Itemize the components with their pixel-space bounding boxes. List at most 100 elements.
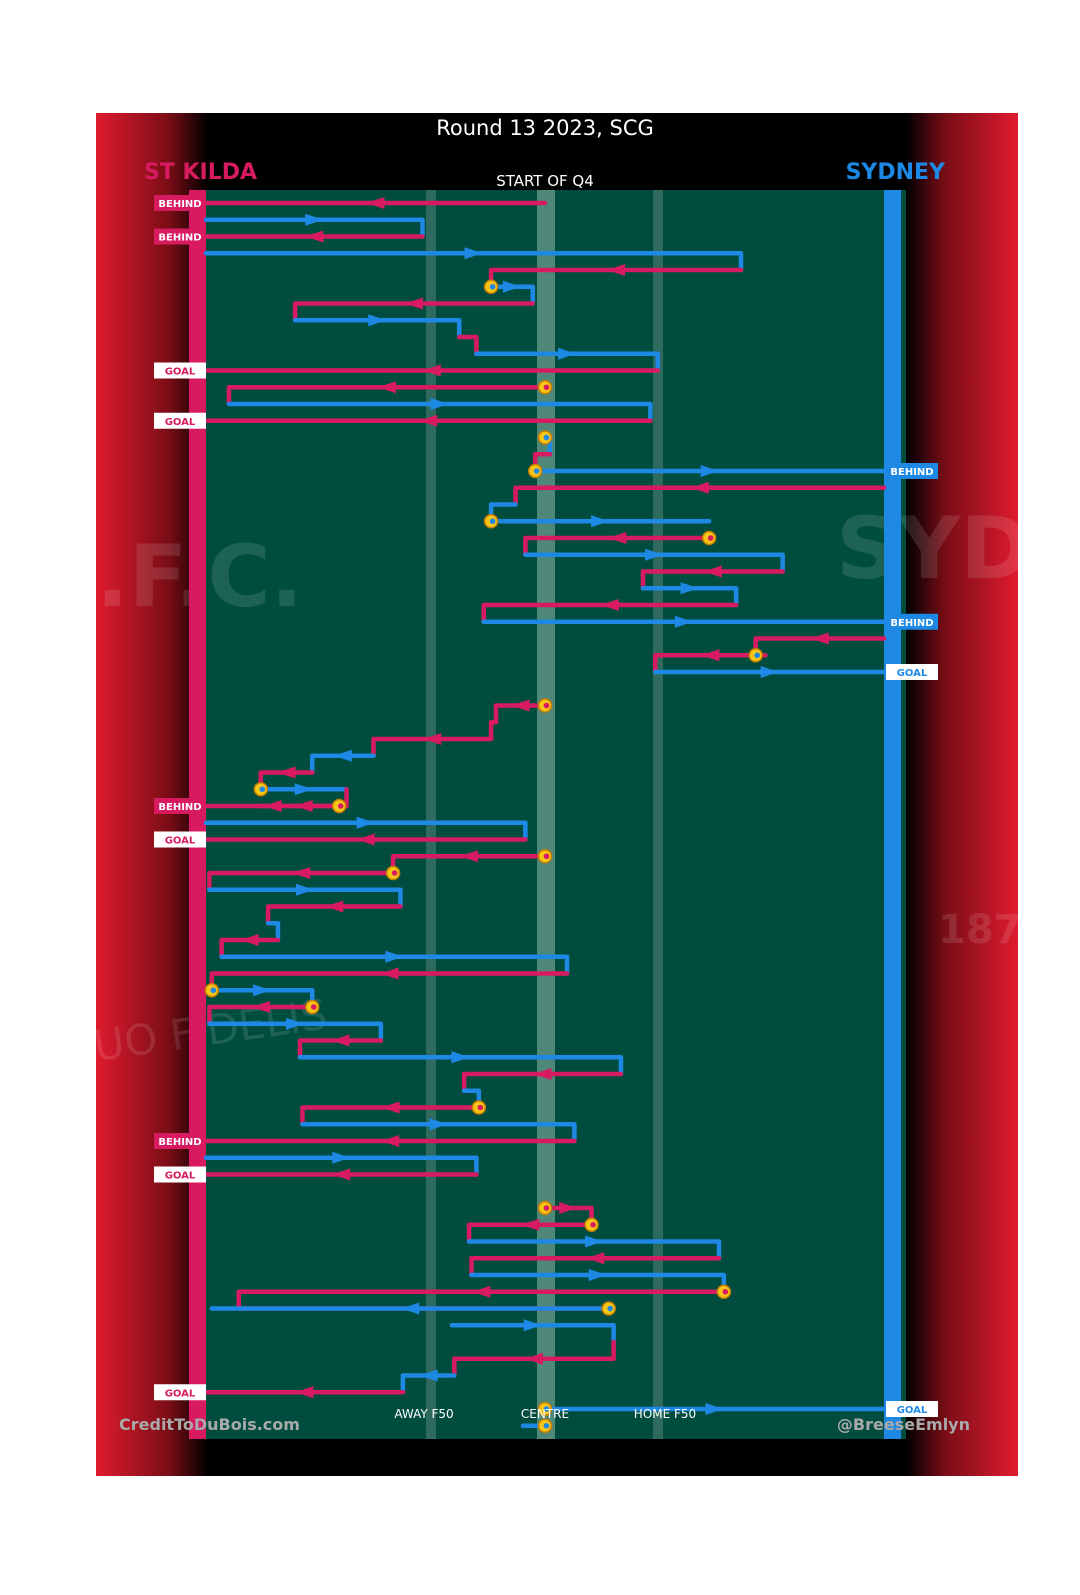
stoppage-marker-centre	[310, 1004, 317, 1010]
score-label-text: GOAL	[165, 367, 196, 378]
score-label-box	[886, 613, 938, 630]
chain-segment-stk	[207, 870, 396, 892]
chain-arrow-stk	[423, 733, 442, 745]
chain-arrow-syd	[356, 816, 375, 829]
right-gradient-panel	[906, 113, 1018, 1476]
chain-segment-syd	[265, 921, 281, 943]
chain-segment-syd	[466, 1239, 722, 1261]
score-label-box	[154, 798, 206, 814]
chain-segment-stk	[481, 602, 739, 624]
chain-arrow-stk	[366, 197, 385, 209]
chain-arrow-stk	[559, 1202, 578, 1214]
chain-arrow-syd	[760, 666, 779, 678]
chain-arrow-stk	[608, 532, 627, 544]
watermark-right-text: SYD	[836, 499, 1018, 599]
chain-arrow-stk	[703, 565, 722, 578]
chain-segment-syd	[310, 753, 376, 775]
chain-arrow-syd	[429, 1118, 448, 1131]
chain-segment-stk	[371, 736, 494, 758]
stoppage-marker-centre	[754, 652, 760, 659]
goal-label-stk: GOAL	[154, 1384, 206, 1401]
axis-label-away-f50: AWAY F50	[394, 1407, 453, 1421]
chain-segment-stk	[461, 1071, 624, 1093]
chain-arrow-stk	[533, 1068, 552, 1080]
stoppage-marker-centre	[722, 1288, 729, 1295]
stoppage-marker-centre	[543, 1422, 550, 1429]
chain-segment-stk	[300, 1105, 482, 1127]
chain-segment-syd	[300, 1122, 577, 1144]
chain-arrow-stk	[810, 632, 829, 645]
chain-arrow-syd	[332, 1151, 351, 1164]
chain-arrow-stk	[472, 1285, 491, 1298]
chain-arrow-stk	[690, 481, 709, 494]
stoppage-marker-centre	[489, 518, 496, 525]
score-label-box	[154, 1133, 206, 1149]
chain-arrow-stk	[292, 867, 311, 879]
chain-arrow-syd	[368, 314, 387, 327]
chain-arrow-stk	[356, 833, 375, 846]
score-label-box	[154, 1384, 206, 1401]
chain-arrow-stk	[524, 1352, 543, 1365]
score-label-text: GOAL	[897, 1405, 928, 1416]
chain-arrow-stk	[263, 800, 282, 812]
chain-segment-stk	[653, 653, 768, 675]
chain-segment-stk	[226, 385, 548, 407]
score-label-text: GOAL	[165, 1171, 196, 1182]
score-label-box	[886, 664, 938, 680]
chain-arrow-stk	[422, 364, 441, 377]
chain-segment-syd	[523, 552, 785, 574]
chain-chart: .F.C. UO FIDELIS SYD 1874 Round 13 2023,…	[96, 113, 1018, 1476]
chain-arrow-syd	[333, 749, 352, 762]
stoppage-marker-centre	[337, 803, 344, 809]
score-label-box	[154, 362, 206, 379]
chain-segment-syd	[207, 887, 403, 909]
chain-arrow-stk	[381, 1101, 400, 1114]
score-label-box	[154, 831, 206, 848]
chain-arrow-syd	[451, 1051, 470, 1064]
chain-arrow-stk	[460, 850, 479, 863]
stoppage-marker-centre	[543, 1406, 550, 1412]
label-layer: BEHIND BEHIND GOAL GOAL BEHIND BEHIND GOAL BEHI…	[154, 195, 938, 1417]
goal-label-stk: GOAL	[154, 831, 206, 848]
chain-chart-poster: .F.C. UO FIDELIS SYD 1874 Round 13 2023,…	[96, 113, 1018, 1476]
goal-label-stk: GOAL	[154, 362, 206, 379]
chain-arrow-syd	[523, 1319, 542, 1332]
chain-arrow-stk	[419, 414, 438, 427]
stoppage-marker-centre	[477, 1104, 484, 1111]
chain-arrow-stk	[511, 699, 530, 712]
chain-arrow-stk	[295, 1386, 314, 1399]
chain-segment-stk	[513, 485, 887, 507]
chain-segment-stk	[207, 1004, 315, 1026]
sydney-goal-line	[884, 190, 901, 1439]
chain-segment-syd	[474, 351, 660, 373]
chart-title: Round 13 2023, SCG	[436, 116, 654, 140]
chain-segment-syd	[203, 820, 528, 842]
score-label-box	[886, 463, 938, 479]
chain-segment-stk	[466, 1222, 594, 1244]
chart-subtitle: START OF Q4	[496, 172, 594, 190]
stoppage-marker-centre	[391, 870, 398, 876]
chain-arrow-stk	[325, 900, 344, 913]
behind-label-stk: BEHIND	[154, 1133, 206, 1149]
stkilda-goal-line	[189, 190, 206, 1439]
chain-segment-stk	[297, 1038, 384, 1060]
score-label-text: GOAL	[165, 836, 196, 847]
chain-segment-syd	[219, 954, 570, 976]
chain-arrow-stk	[607, 264, 626, 276]
chain-arrow-stk	[381, 1135, 400, 1147]
centre-band	[537, 190, 555, 1439]
credit-right: @BreeseEmlyn	[837, 1415, 970, 1434]
chain-arrow-stk	[277, 766, 296, 779]
score-label-text: BEHIND	[158, 199, 201, 210]
chain-arrow-stk	[404, 297, 423, 310]
chain-arrow-stk	[586, 1252, 605, 1265]
chain-segment-syd	[203, 217, 425, 239]
axis-label-home-f50: HOME F50	[634, 1407, 696, 1421]
chain-arrow-syd	[295, 883, 314, 896]
chain-arrow-stk	[377, 381, 396, 394]
goal-label-stk: GOAL	[154, 1166, 206, 1183]
chain-arrow-stk	[332, 1168, 351, 1181]
chain-segment-stk	[523, 535, 712, 557]
chain-arrow-stk	[305, 230, 324, 243]
chain-segment-syd	[226, 401, 653, 423]
